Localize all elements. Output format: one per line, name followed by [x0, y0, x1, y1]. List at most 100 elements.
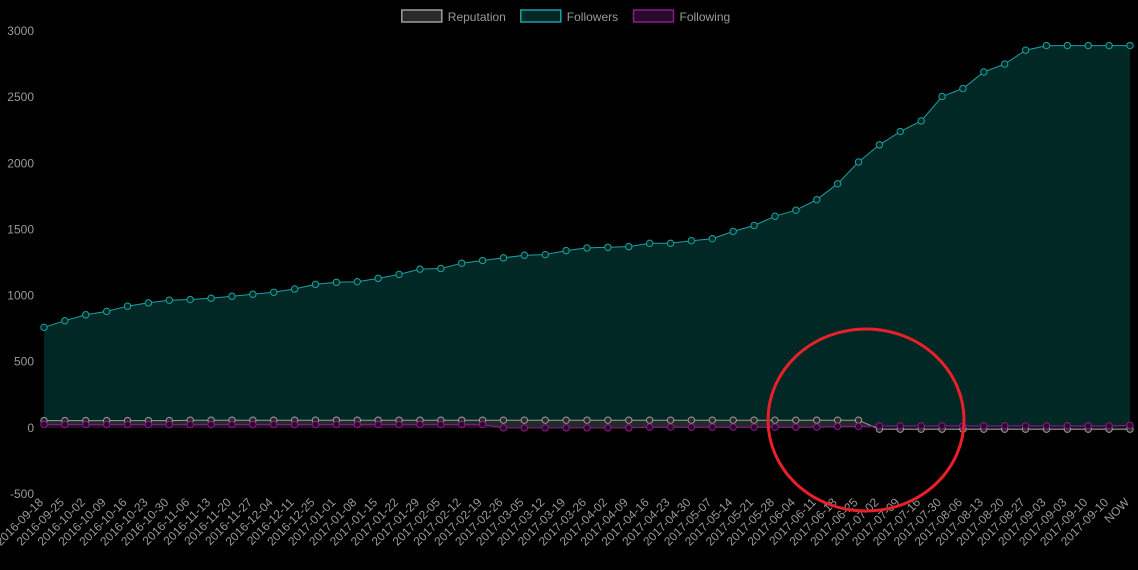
reputation-point[interactable]	[499, 416, 508, 424]
following-point[interactable]	[144, 420, 153, 429]
reputation-point[interactable]	[666, 416, 675, 424]
followers-point[interactable]	[875, 141, 884, 149]
followers-point[interactable]	[708, 234, 717, 243]
followers-point[interactable]	[1063, 41, 1072, 50]
following-point[interactable]	[332, 420, 341, 429]
reputation-point[interactable]	[562, 416, 570, 424]
following-point[interactable]	[374, 420, 382, 429]
following-point[interactable]	[833, 422, 842, 431]
following-point[interactable]	[875, 422, 884, 430]
followers-point[interactable]	[1105, 41, 1113, 50]
followers-point[interactable]	[1126, 41, 1134, 50]
following-point[interactable]	[792, 423, 800, 431]
followers-point[interactable]	[457, 259, 466, 267]
reputation-point[interactable]	[833, 416, 842, 424]
followers-point[interactable]	[583, 244, 591, 252]
following-point[interactable]	[750, 423, 758, 431]
reputation-point[interactable]	[771, 416, 779, 424]
followers-point[interactable]	[123, 302, 132, 310]
followers-point[interactable]	[645, 239, 654, 248]
following-point[interactable]	[102, 420, 111, 429]
following-point[interactable]	[917, 422, 925, 430]
followers-point[interactable]	[938, 92, 946, 101]
reputation-point[interactable]	[687, 416, 696, 424]
following-point[interactable]	[270, 420, 278, 429]
followers-point[interactable]	[82, 311, 90, 319]
following-point[interactable]	[1000, 422, 1009, 430]
following-point[interactable]	[625, 424, 633, 432]
following-point[interactable]	[416, 420, 424, 429]
followers-point[interactable]	[750, 221, 758, 230]
following-point[interactable]	[666, 423, 675, 431]
following-point[interactable]	[583, 424, 591, 432]
following-point[interactable]	[1063, 422, 1072, 430]
following-point[interactable]	[437, 420, 445, 429]
following-point[interactable]	[708, 423, 717, 431]
following-point[interactable]	[61, 420, 69, 429]
followers-point[interactable]	[249, 290, 257, 298]
following-point[interactable]	[1021, 422, 1030, 430]
reputation-point[interactable]	[541, 416, 549, 424]
following-point[interactable]	[123, 420, 132, 429]
following-point[interactable]	[1126, 421, 1134, 429]
followers-point[interactable]	[416, 265, 424, 273]
followers-point[interactable]	[854, 158, 863, 166]
following-point[interactable]	[1105, 422, 1113, 430]
reputation-point[interactable]	[750, 416, 758, 424]
followers-point[interactable]	[980, 68, 988, 76]
following-point[interactable]	[771, 423, 779, 431]
followers-point[interactable]	[290, 285, 299, 293]
followers-point[interactable]	[771, 212, 779, 220]
followers-point[interactable]	[1042, 41, 1051, 50]
followers-point[interactable]	[1000, 60, 1009, 68]
followers-point[interactable]	[311, 280, 320, 289]
following-point[interactable]	[499, 424, 508, 432]
following-point[interactable]	[938, 422, 946, 430]
following-point[interactable]	[478, 420, 487, 429]
reputation-point[interactable]	[645, 416, 654, 424]
followers-point[interactable]	[144, 299, 153, 307]
followers-point[interactable]	[792, 206, 800, 214]
following-point[interactable]	[395, 420, 403, 429]
followers-point[interactable]	[625, 242, 633, 251]
following-point[interactable]	[290, 420, 299, 429]
followers-point[interactable]	[520, 251, 529, 259]
legend-item-reputation[interactable]: Reputation	[401, 9, 506, 24]
followers-point[interactable]	[374, 274, 382, 283]
following-point[interactable]	[353, 420, 361, 429]
following-point[interactable]	[604, 424, 612, 432]
followers-point[interactable]	[478, 256, 487, 265]
following-point[interactable]	[541, 424, 549, 432]
followers-point[interactable]	[896, 127, 904, 136]
followers-point[interactable]	[729, 227, 737, 236]
reputation-point[interactable]	[792, 416, 800, 424]
followers-point[interactable]	[186, 295, 194, 304]
following-point[interactable]	[980, 422, 988, 430]
following-point[interactable]	[896, 422, 904, 430]
following-point[interactable]	[207, 420, 215, 429]
legend-item-following[interactable]: Following	[632, 9, 731, 24]
followers-point[interactable]	[437, 264, 445, 273]
following-point[interactable]	[854, 422, 863, 431]
following-point[interactable]	[311, 420, 320, 429]
followers-point[interactable]	[499, 254, 508, 262]
followers-point[interactable]	[228, 292, 236, 300]
reputation-point[interactable]	[520, 416, 529, 424]
following-point[interactable]	[249, 420, 257, 429]
reputation-point[interactable]	[813, 416, 821, 424]
reputation-point[interactable]	[625, 416, 633, 424]
followers-point[interactable]	[1084, 41, 1092, 50]
following-point[interactable]	[1084, 422, 1092, 430]
reputation-point[interactable]	[708, 416, 717, 424]
following-point[interactable]	[165, 420, 174, 429]
followers-point[interactable]	[666, 239, 675, 248]
following-point[interactable]	[562, 424, 570, 432]
followers-point[interactable]	[395, 270, 403, 279]
followers-point[interactable]	[332, 278, 341, 287]
followers-point[interactable]	[207, 294, 215, 302]
reputation-point[interactable]	[729, 416, 737, 424]
following-point[interactable]	[1042, 422, 1051, 430]
following-point[interactable]	[40, 420, 48, 429]
followers-point[interactable]	[959, 84, 967, 93]
followers-point[interactable]	[353, 277, 361, 286]
